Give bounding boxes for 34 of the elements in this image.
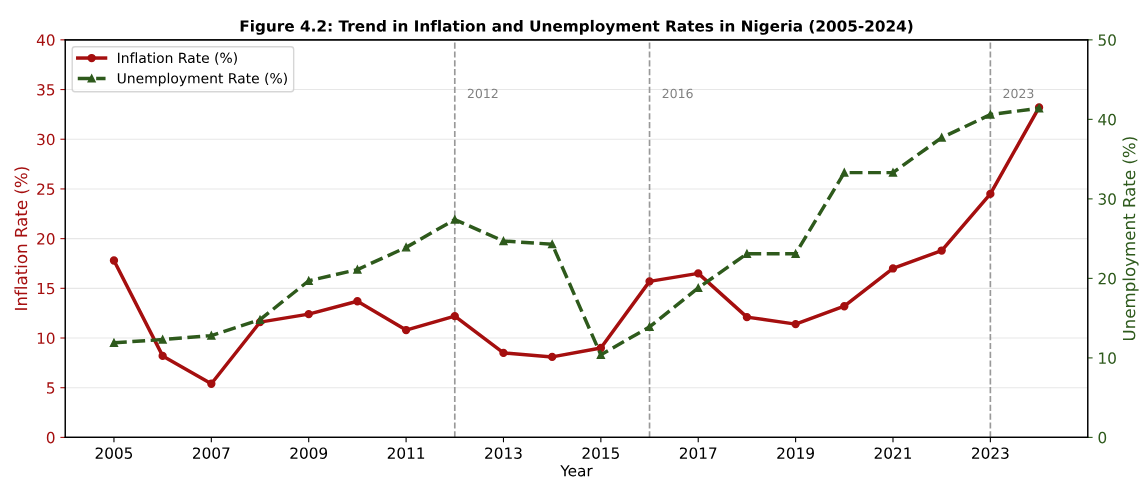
x-axis-title: Year bbox=[560, 465, 593, 477]
chart-title: Figure 4.2: Trend in Inflation and Unemployment Rates in Nigeria (2005-2024) bbox=[240, 19, 913, 35]
y-tick-label: 15 bbox=[37, 282, 55, 295]
y2-tick-label: 50 bbox=[1098, 34, 1116, 46]
y2-tick-label: 30 bbox=[1098, 193, 1116, 205]
ref-line-label: 2016 bbox=[662, 88, 693, 99]
legend-label: Unemployment Rate (%) bbox=[117, 72, 287, 87]
x-tick-label: 2021 bbox=[874, 447, 912, 459]
legend-label: Inflation Rate (%) bbox=[118, 52, 237, 65]
y2-tick-label: 10 bbox=[1099, 352, 1116, 364]
ref-line-label: 2012 bbox=[467, 88, 498, 99]
y-tick-label: 40 bbox=[36, 34, 55, 46]
x-tick-label: 2023 bbox=[972, 447, 1009, 459]
y2-tick-label: 20 bbox=[1098, 272, 1116, 285]
y-tick-label: 5 bbox=[47, 382, 55, 394]
y-tick-label: 0 bbox=[46, 431, 55, 444]
x-tick-label: 2013 bbox=[485, 447, 522, 459]
x-tick-label: 2017 bbox=[679, 447, 717, 459]
ref-line-label: 2023 bbox=[1003, 88, 1034, 99]
y-tick-label: 25 bbox=[37, 183, 55, 195]
y-tick-label: 30 bbox=[37, 133, 55, 146]
y2-tick-label: 40 bbox=[1098, 113, 1116, 126]
y-tick-label: 20 bbox=[37, 233, 55, 245]
y2-tick-label: 0 bbox=[1098, 431, 1107, 444]
x-tick-label: 2015 bbox=[582, 447, 619, 459]
y-tick-label: 10 bbox=[37, 332, 55, 345]
y-tick-label: 35 bbox=[37, 84, 55, 96]
y2-axis-title: Unemployment Rate (%) bbox=[1122, 137, 1139, 341]
x-tick-label: 2005 bbox=[95, 447, 133, 459]
x-tick-label: 2011 bbox=[387, 447, 425, 459]
x-tick-label: 2007 bbox=[193, 447, 230, 459]
x-tick-label: 2019 bbox=[777, 447, 814, 459]
x-tick-label: 2009 bbox=[290, 447, 328, 459]
y-axis-title: Inflation Rate (%) bbox=[14, 167, 30, 310]
